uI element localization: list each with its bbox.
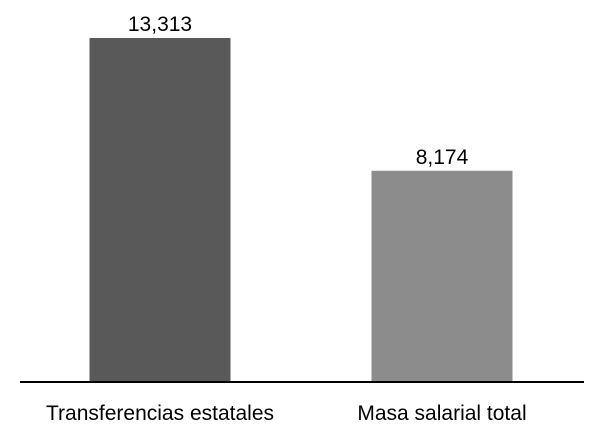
bar-2: [371, 170, 513, 382]
category-labels-layer: Transferencias estatales Masa salarial to…: [46, 402, 527, 425]
value-labels-layer: 13,313 8,174: [128, 13, 469, 169]
bar-value-label-1: 13,313: [128, 13, 192, 36]
bar-1: [89, 38, 231, 382]
bar-value-label-2: 8,174: [416, 146, 469, 169]
category-label-1: Transferencias estatales: [46, 402, 274, 425]
bars-layer: [89, 38, 513, 382]
category-label-2: Masa salarial total: [357, 402, 526, 425]
